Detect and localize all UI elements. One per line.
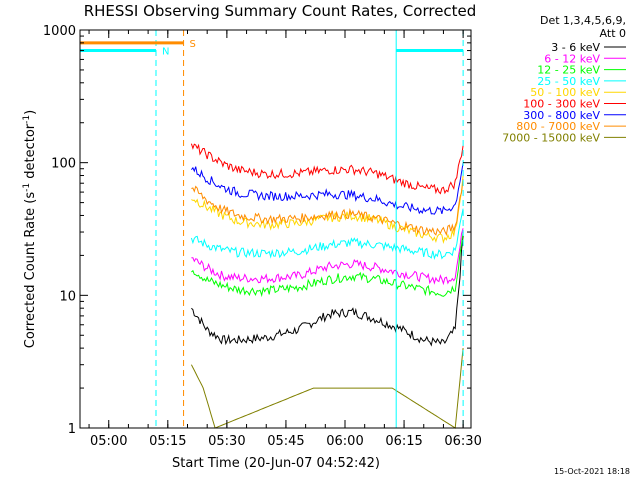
legend-item-label: 100 - 300 keV [523,98,600,111]
legend-item-label: 7000 - 15000 keV [502,131,600,144]
y-tick-label: 1 [68,422,76,437]
y-tick-label: 10 [59,289,76,304]
plot-frame [79,29,472,429]
x-tick-label: 05:15 [149,434,186,449]
legend-item-label: 3 - 6 keV [551,41,600,54]
annotation-layer: NS [80,30,464,428]
series-line [191,228,464,286]
x-tick-label: 06:00 [326,434,363,449]
series-line [191,231,464,298]
series-line [190,143,464,195]
y-axis-label: Corrected Count Rate (s-1 detector-1) [22,110,38,348]
x-tick-label: 06:15 [385,434,422,449]
timestamp: 15-Oct-2021 18:18 [554,467,630,476]
x-tick-label: 05:45 [267,434,304,449]
mode-bar-label: S [190,39,196,50]
x-axis-ticks: 05:00 05:15 05:30 05:45 06:00 06:15 06:30 [88,30,482,449]
chart-title: RHESSI Observing Summary Count Rates, Co… [84,2,477,20]
legend-header-detectors: Det 1,3,4,5,6,9, [540,14,626,27]
legend-item-label: 12 - 25 keV [537,64,600,77]
legend-header-attenuator: Att 0 [600,27,626,40]
series-line [191,162,464,215]
series-line [191,235,464,347]
series-line [191,175,464,244]
legend-item-label: 50 - 100 keV [530,86,600,99]
y-axis-ticks: 1 10 100 1000 [43,24,471,437]
series-line [191,179,464,237]
series-line [190,348,464,429]
legend-item-label: 25 - 50 keV [537,75,600,88]
x-axis-label: Start Time (20-Jun-07 04:52:42) [172,456,380,471]
series-line [190,208,464,260]
legend-item-label: 6 - 12 keV [544,52,600,65]
mode-bar-label: N [162,47,169,58]
y-tick-label: 1000 [43,24,76,39]
x-tick-label: 06:30 [444,434,481,449]
x-tick-label: 05:30 [208,434,245,449]
y-tick-label: 100 [51,157,76,172]
series-layer [190,143,464,429]
x-tick-label: 05:00 [90,434,127,449]
legend-item-label: 300 - 800 keV [523,109,600,122]
legend-item-label: 800 - 7000 keV [516,120,600,133]
